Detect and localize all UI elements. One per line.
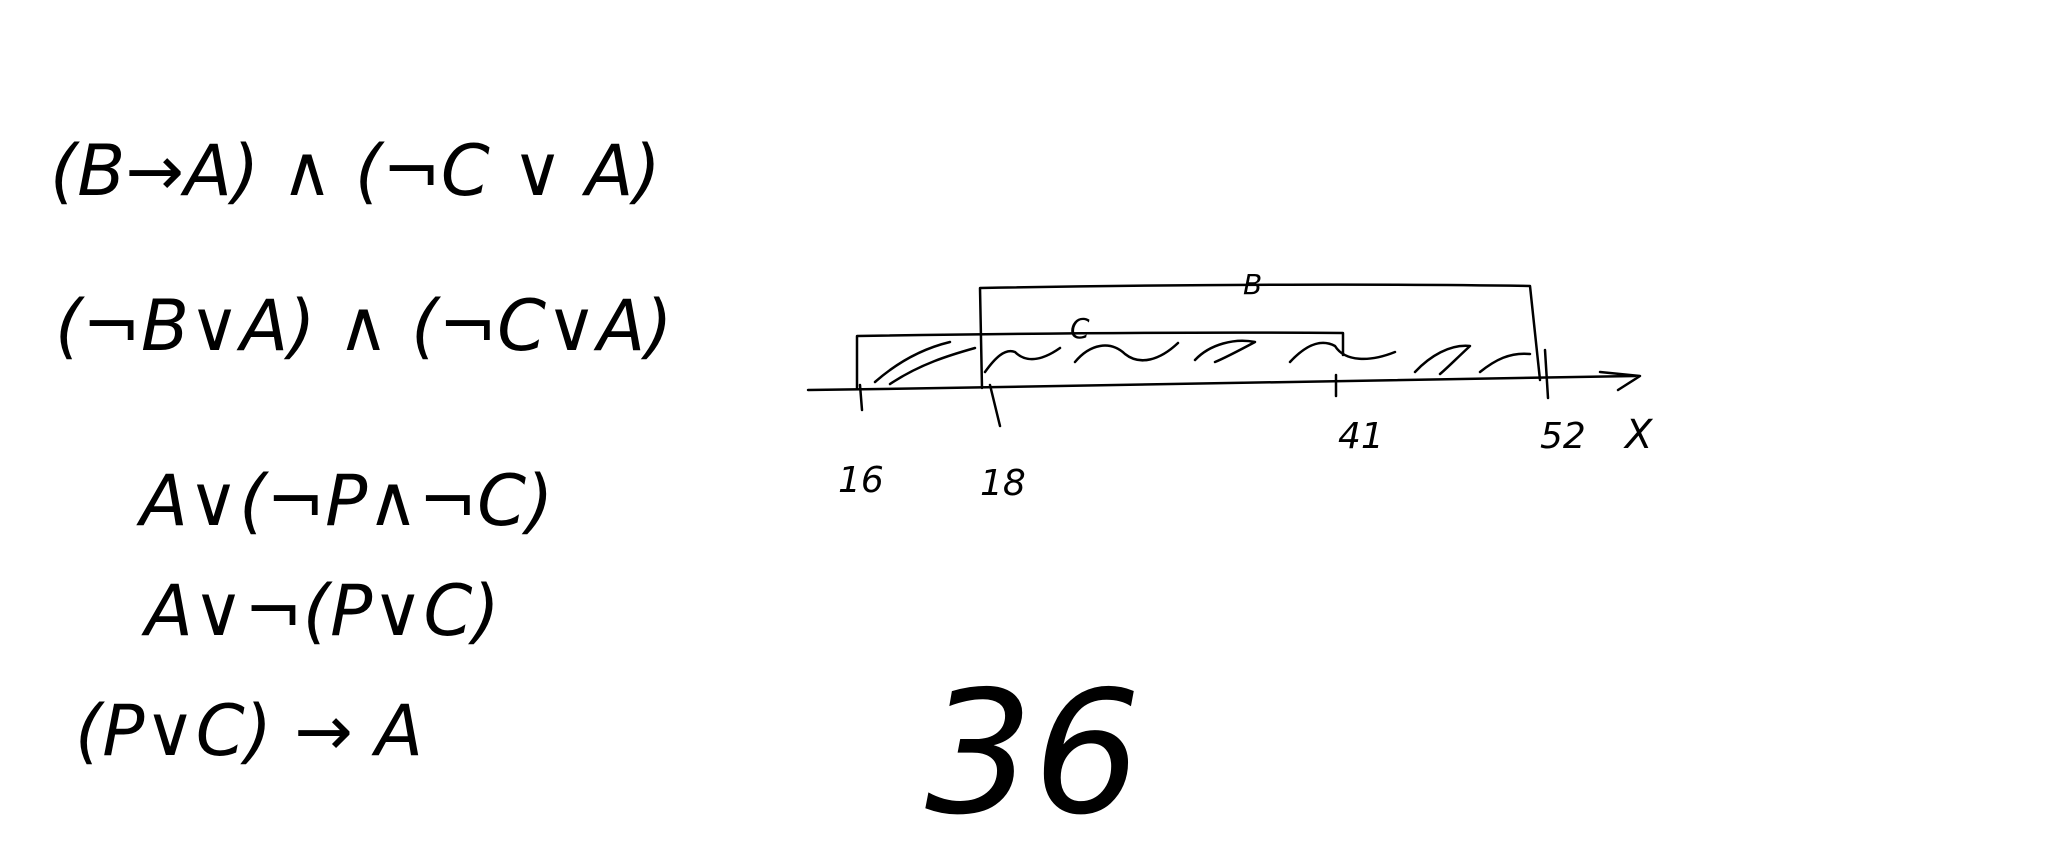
x-axis-label: X [1623,412,1654,458]
tick-label-18: 18 [980,463,1026,504]
set-b-label: B [1243,268,1262,301]
tick-label-16: 16 [838,460,884,501]
tick-label-52: 52 [1540,416,1586,457]
number-line-sketch: B C 16 18 41 52 X [806,268,1654,504]
formula-3: A∨(¬P∧¬C) [136,460,553,542]
formula-4: A∨¬(P∨C) [141,570,500,652]
x-axis-arrow [1598,370,1642,392]
tick-16 [858,383,864,412]
result-number: 36 [925,655,1141,853]
formula-list: (B→A) ∧ (¬C ∨ A) (¬B∨A) ∧ (¬C∨A) A∨(¬P∧¬… [50,130,672,772]
tick-label-41: 41 [1338,416,1384,457]
tick-52 [1543,348,1550,400]
formula-2: (¬B∨A) ∧ (¬C∨A) [55,285,672,367]
tick-18 [988,383,1002,428]
x-axis-line [806,374,1637,392]
interval-c-outline [855,331,1345,390]
set-c-label: C [1070,312,1090,345]
interval-hatching [873,339,1532,386]
formula-5: (P∨C) → A [75,690,423,772]
interval-b-outline [978,283,1542,390]
formula-1: (B→A) ∧ (¬C ∨ A) [50,130,661,212]
